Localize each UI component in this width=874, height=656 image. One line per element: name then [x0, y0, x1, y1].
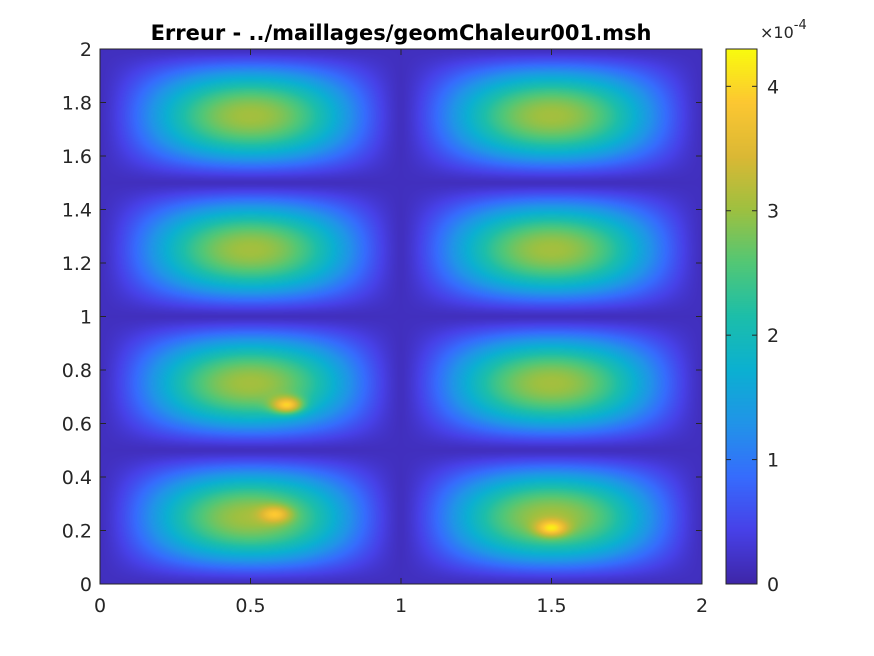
y-tick-label-8: 1.6 [62, 146, 92, 168]
x-tick-label-0: 0 [94, 595, 106, 617]
y-tick-label-6: 1.2 [62, 253, 92, 275]
y-tick-label-0: 0 [80, 574, 92, 596]
y-tick-label-10: 2 [80, 39, 92, 61]
colorbar-tick-label-3: 3 [767, 201, 779, 223]
colorbar-tick-label-0: 0 [767, 574, 779, 596]
y-tick-label-3: 0.6 [62, 414, 92, 436]
y-tick-label-7: 1.4 [62, 200, 92, 222]
x-tick-label-1: 0.5 [235, 595, 265, 617]
x-tick-label-2: 1 [395, 595, 407, 617]
colorbar: 0 1 2 3 4 ×10-4 [725, 18, 807, 596]
x-tick-label-4: 2 [696, 595, 708, 617]
x-tick-label-3: 1.5 [536, 595, 566, 617]
colorbar-ticks: 0 1 2 3 4 [726, 76, 779, 596]
x-axis: 0 0.5 1 1.5 2 [94, 49, 708, 617]
y-tick-label-4: 0.8 [62, 360, 92, 382]
colorbar-gradient [726, 49, 757, 584]
colorbar-tick-label-1: 1 [767, 450, 779, 472]
chart-title: Erreur - ../maillages/geomChaleur001.msh [151, 21, 652, 45]
y-tick-label-9: 1.8 [62, 93, 92, 115]
y-tick-label-1: 0.2 [62, 521, 92, 543]
y-tick-label-2: 0.4 [62, 467, 92, 489]
colorbar-exponent: ×10-4 [760, 18, 807, 42]
colorbar-tick-label-2: 2 [767, 325, 779, 347]
y-axis: 0 0.2 0.4 0.6 0.8 1 1.2 1.4 1.6 1.8 2 [62, 39, 702, 596]
colorbar-tick-label-4: 4 [767, 76, 779, 98]
heatmap-image [100, 49, 702, 584]
plot-area [99, 48, 703, 585]
y-tick-label-5: 1 [80, 307, 92, 329]
colorbar-box [725, 48, 758, 585]
